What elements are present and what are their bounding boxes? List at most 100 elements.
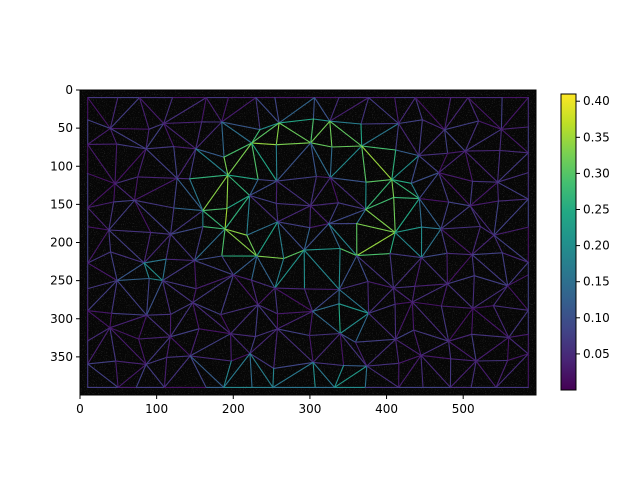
mesh-edge — [329, 177, 367, 183]
mesh-edge — [138, 314, 148, 340]
mesh-edge — [449, 360, 477, 388]
mesh-edge — [308, 334, 314, 363]
mesh-edge — [195, 148, 229, 176]
mesh-edge — [193, 226, 204, 262]
mesh-edge — [393, 196, 420, 200]
mesh-edge — [338, 288, 370, 314]
mesh-edge — [356, 231, 396, 257]
mesh-edge — [163, 122, 175, 148]
mesh-edge — [143, 233, 172, 264]
mesh-edge — [169, 328, 200, 338]
mesh-edge — [329, 97, 340, 122]
mesh-edge — [328, 208, 367, 225]
mesh-edge — [87, 172, 116, 185]
mesh-edge — [251, 129, 261, 144]
mesh-edge — [440, 225, 481, 230]
mesh-edge — [495, 359, 509, 388]
mesh-edge — [418, 198, 450, 203]
plot-area — [79, 89, 537, 396]
mesh-edge — [368, 287, 395, 314]
mesh-edge — [420, 354, 452, 360]
mesh-edge — [312, 303, 340, 312]
mesh-edge — [163, 355, 191, 388]
mesh-edge — [447, 150, 466, 154]
mesh-edge — [508, 333, 529, 338]
mesh-edge — [143, 262, 164, 282]
mesh-edge — [368, 97, 400, 125]
mesh-edge — [133, 176, 139, 201]
mesh-edge — [500, 97, 529, 130]
mesh-edge — [109, 327, 147, 365]
mesh-edge — [169, 336, 191, 357]
mesh-edge — [467, 97, 480, 122]
mesh-edge — [338, 303, 370, 314]
mesh-edge — [170, 207, 175, 235]
mesh-edge — [310, 120, 331, 144]
mesh-edge — [338, 247, 341, 291]
mesh-edge — [108, 229, 112, 253]
mesh-edge — [364, 365, 368, 388]
mesh-edge — [497, 181, 499, 202]
mesh-edge — [251, 142, 277, 146]
mesh-edge — [365, 179, 393, 210]
mesh-edge — [87, 262, 118, 282]
mesh-edge — [145, 122, 165, 150]
mesh-edge — [438, 172, 450, 203]
mesh-edge — [138, 97, 150, 130]
mesh-edge — [278, 118, 314, 124]
mesh-edge — [221, 255, 234, 276]
mesh-edge — [87, 201, 115, 209]
colorbar-tick-label: 0.30 — [583, 166, 610, 180]
mesh-edge — [394, 303, 397, 340]
mesh-edge — [87, 310, 113, 314]
mesh-edge — [418, 152, 449, 157]
mesh-edge — [438, 152, 449, 174]
mesh-edge — [366, 365, 400, 388]
mesh-edge — [501, 252, 529, 263]
mesh-edge — [508, 336, 529, 355]
mesh-edge — [254, 304, 259, 338]
mesh-edge — [418, 198, 442, 230]
mesh-edge — [507, 336, 510, 362]
mesh-edge — [109, 327, 140, 340]
mesh-edge — [309, 202, 339, 207]
mesh-edge — [312, 288, 340, 312]
mesh-edge — [493, 234, 529, 263]
mesh-edge — [448, 340, 477, 362]
mesh-edge — [163, 122, 197, 150]
mesh-edge — [87, 226, 110, 231]
mesh-edge — [254, 328, 278, 338]
mesh-edge — [249, 352, 253, 388]
mesh-edge — [275, 122, 280, 146]
y-tick-label: 250 — [50, 274, 73, 288]
mesh-edge — [411, 301, 415, 331]
mesh-edge — [205, 97, 223, 123]
mesh-edge — [221, 228, 226, 257]
mesh-edge — [493, 234, 503, 254]
mesh-edge — [394, 226, 423, 234]
mesh-edge — [176, 177, 191, 180]
mesh-edge — [410, 172, 440, 184]
mesh-edge — [189, 355, 232, 362]
mesh-edge — [259, 122, 280, 131]
mesh-edge — [329, 145, 363, 179]
mesh-edge — [114, 176, 139, 185]
mesh-edge — [143, 262, 150, 280]
mesh-edge — [500, 97, 503, 130]
mesh-edge — [366, 338, 397, 367]
mesh-edge — [472, 307, 510, 338]
mesh-edge — [312, 118, 331, 122]
mesh-edge — [110, 251, 118, 282]
mesh-edge — [249, 178, 259, 197]
mesh-edge — [114, 143, 118, 185]
mesh-edge — [356, 255, 395, 289]
mesh-edge — [360, 122, 400, 125]
mesh-edge — [108, 199, 136, 231]
mesh-edge — [446, 283, 474, 309]
mesh-edge — [391, 179, 395, 198]
mesh-edge — [418, 198, 423, 228]
mesh-edge — [192, 302, 222, 316]
mesh-edge — [232, 274, 259, 306]
mesh-edge — [146, 279, 164, 316]
